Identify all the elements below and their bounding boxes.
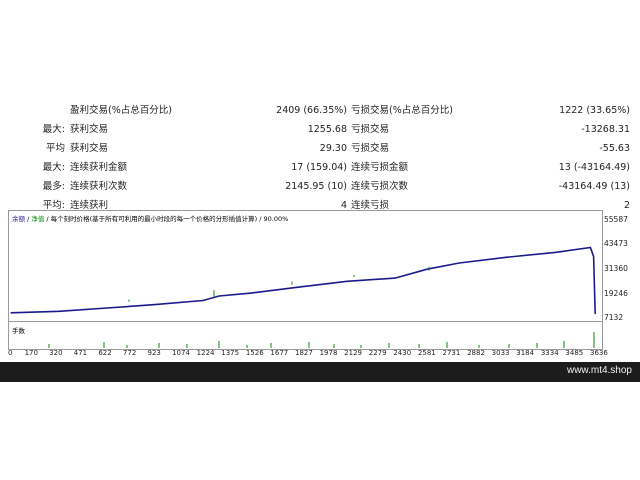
chart-legend: 余额 / 净值 / 每个刻时价格(基于所有可利用的最小时段的每一个价格的分形插值… xyxy=(12,213,288,223)
x-tick-label: 772 xyxy=(122,349,137,357)
balance-point xyxy=(554,251,556,253)
balance-point xyxy=(592,255,595,258)
x-tick-label: 1677 xyxy=(270,349,289,357)
statistics-table: 盈利交易(%占总百分比) 2409 (66.35%) 亏损交易(%占总百分比) … xyxy=(0,101,640,215)
stat-value: 4 xyxy=(340,200,347,211)
stat-value: 29.30 xyxy=(319,143,347,154)
y-tick-label: 55587 xyxy=(604,215,628,224)
stat-row-largest-trade: 最大: 获利交易 1255.68 亏损交易 -13268.31 xyxy=(0,120,640,139)
balance-point xyxy=(202,299,204,302)
stat-row-profit-trades: 盈利交易(%占总百分比) 2409 (66.35%) 亏损交易(%占总百分比) … xyxy=(0,101,640,120)
balance-point xyxy=(218,295,220,297)
balance-point xyxy=(106,307,108,309)
balance-chart: 余额 / 净值 / 每个刻时价格(基于所有可利用的最小时段的每一个价格的分形插值… xyxy=(8,210,603,350)
balance-chart-plot xyxy=(9,246,602,348)
stat-label-loss: 连续亏损金额 xyxy=(351,162,409,173)
x-tick-label: 923 xyxy=(147,349,161,357)
x-tick-label: 3033 xyxy=(491,349,510,357)
stat-value: 2145.95 (10) xyxy=(285,181,347,192)
stat-value: 2409 (66.35%) xyxy=(276,105,347,116)
x-tick-label: 1526 xyxy=(245,349,264,357)
stat-label-loss: 连续亏损 xyxy=(351,200,390,211)
stat-prefix: 平均 xyxy=(45,143,65,154)
balance-point xyxy=(250,292,252,294)
x-tick-label: 2581 xyxy=(417,349,436,357)
x-tick-label: 471 xyxy=(73,349,88,357)
balance-point xyxy=(394,277,396,279)
stat-row-max-consecutive-amount: 最大: 连续获利金额 17 (159.04) 连续亏损金额 13 (-43164… xyxy=(0,158,640,177)
stat-value-loss: -13268.31 xyxy=(581,124,630,135)
x-tick-label: 170 xyxy=(24,349,38,357)
balance-point xyxy=(594,312,596,315)
x-tick-label: 1827 xyxy=(295,349,313,357)
x-tick-label: 2882 xyxy=(467,349,485,357)
x-tick-label: 1074 xyxy=(172,349,190,357)
stat-row-average-trade: 平均 获利交易 29.30 亏损交易 -55.63 xyxy=(0,139,640,158)
balance-point xyxy=(10,312,12,314)
stat-label: 连续获利 xyxy=(70,200,109,211)
stat-value-loss: -43164.49 (13) xyxy=(558,181,630,192)
stat-prefix: 最大: xyxy=(42,124,65,135)
legend-balance: 余额 xyxy=(12,215,25,223)
stat-value-loss: -55.63 xyxy=(599,143,630,154)
x-tick-label: 3636 xyxy=(590,349,608,357)
stat-label: 获利交易 xyxy=(70,143,109,154)
stat-label: 连续获利次数 xyxy=(70,181,128,192)
balance-point xyxy=(58,310,60,312)
y-axis: 55587 43473 31360 19246 7132 xyxy=(602,210,640,348)
footer-bar: www.mt4.shop xyxy=(0,362,640,382)
stat-label: 盈利交易(%占总百分比) xyxy=(70,105,172,116)
stat-prefix: 最大: xyxy=(42,162,65,173)
balance-point xyxy=(426,268,428,270)
balance-point xyxy=(589,246,591,249)
balance-point xyxy=(346,280,348,282)
stat-value: 1255.68 xyxy=(307,124,347,135)
x-tick-label: 1224 xyxy=(196,349,215,357)
x-tick-label: 1978 xyxy=(319,349,338,357)
x-tick-label: 3334 xyxy=(540,349,559,357)
x-tick-label: 320 xyxy=(49,349,63,357)
x-tick-label: 3485 xyxy=(565,349,584,357)
stat-prefix: 平均: xyxy=(42,200,65,211)
stat-value-loss: 1222 (33.65%) xyxy=(559,105,630,116)
volume-label: 手数 xyxy=(12,327,25,335)
balance-point xyxy=(506,256,508,258)
stat-label-loss: 连续亏损次数 xyxy=(351,181,409,192)
stat-label: 获利交易 xyxy=(70,124,109,135)
stat-value-loss: 13 (-43164.49) xyxy=(558,162,630,173)
x-tick-label: 1375 xyxy=(221,349,240,357)
stat-value: 17 (159.04) xyxy=(291,162,347,173)
balance-point xyxy=(154,304,156,306)
y-tick-label: 7132 xyxy=(604,313,624,322)
legend-equity: 净值 xyxy=(31,215,45,223)
y-tick-label: 19246 xyxy=(604,289,628,298)
x-tick-label: 0 xyxy=(8,349,13,357)
y-tick-label: 43473 xyxy=(604,239,628,248)
legend-description: / 每个刻时价格(基于所有可利用的最小时段的每一个价格的分形插值计算) / 90… xyxy=(44,215,289,223)
x-tick-label: 2430 xyxy=(393,349,412,357)
y-tick-label: 31360 xyxy=(604,264,628,273)
x-tick-label: 3184 xyxy=(516,349,535,357)
balance-point xyxy=(458,262,460,264)
watermark-text: www.mt4.shop xyxy=(566,365,632,376)
legend-separator: / xyxy=(25,215,32,223)
stat-value-loss: 2 xyxy=(623,200,630,211)
stat-label: 连续获利金额 xyxy=(70,162,128,173)
x-tick-label: 2129 xyxy=(344,349,362,357)
stat-label-loss: 亏损交易(%占总百分比) xyxy=(351,105,453,116)
stat-row-max-consecutive-count: 最多: 连续获利次数 2145.95 (10) 连续亏损次数 -43164.49… xyxy=(0,177,640,196)
stat-label-loss: 亏损交易 xyxy=(351,143,390,154)
stat-label-loss: 亏损交易 xyxy=(351,124,390,135)
x-tick-label: 2279 xyxy=(368,349,387,357)
stat-prefix: 最多: xyxy=(42,181,65,192)
stat-row-average-consecutive: 平均: 连续获利 4 连续亏损 2 xyxy=(0,196,640,215)
x-axis: 0 170 320 471 622 772 923 1074 1224 1375 1526 1677 1… xyxy=(0,349,640,361)
x-tick-label: 2731 xyxy=(442,349,461,357)
x-tick-label: 622 xyxy=(98,349,112,357)
balance-point xyxy=(298,286,300,288)
